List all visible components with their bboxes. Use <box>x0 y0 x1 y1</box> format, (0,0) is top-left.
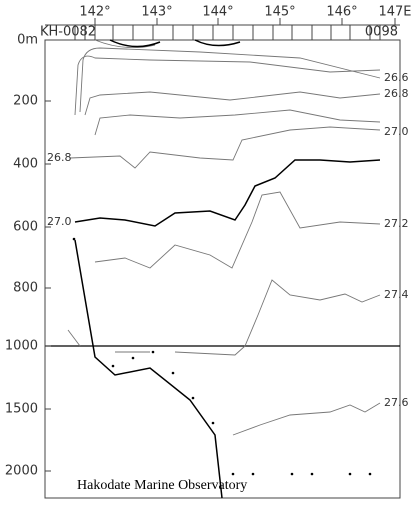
contour-label: 27.0 <box>384 125 409 138</box>
station-ticks <box>74 25 381 40</box>
station-start: KH-0082 <box>40 25 96 40</box>
depth-label: 200 <box>13 94 38 109</box>
longitude-label: 144° <box>202 5 233 20</box>
depth-label: 600 <box>13 220 38 235</box>
depth-label: 2000 <box>5 464 38 479</box>
depth-label: 1500 <box>5 402 38 417</box>
longitude-label: 143° <box>141 5 172 20</box>
depth-label: 800 <box>13 281 38 296</box>
station-end: 0098 <box>365 25 398 40</box>
contours <box>67 39 381 499</box>
longitude-label: 142° <box>79 5 110 20</box>
contour-label: 26.8 <box>47 151 72 164</box>
longitude-label: 147E <box>378 5 411 20</box>
depth-label: 1000 <box>5 339 38 354</box>
depth-label: 0m <box>17 33 38 48</box>
contour-label: 26.8 <box>384 87 409 100</box>
contour-label: 27.2 <box>384 217 409 230</box>
longitude-label: 145° <box>264 5 295 20</box>
plot-frame <box>44 39 401 499</box>
contour-label: 27.4 <box>384 288 409 301</box>
contour-label: 27.0 <box>47 215 72 228</box>
contour-label: 26.6 <box>384 71 409 84</box>
contour-label: 27.6 <box>384 396 409 409</box>
credit: Hakodate Marine Observatory <box>77 478 247 493</box>
longitude-label: 146° <box>326 5 357 20</box>
depth-label: 400 <box>13 157 38 172</box>
sample-dots <box>72 237 372 476</box>
